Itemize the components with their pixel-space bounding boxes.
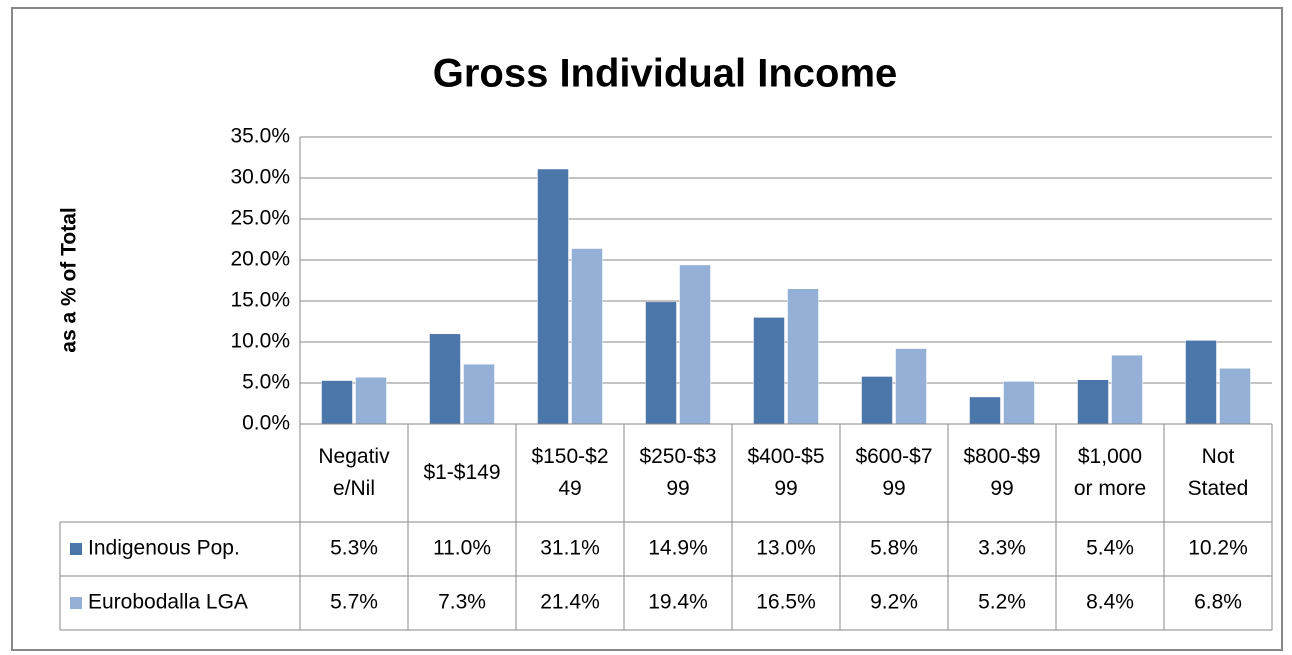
y-tick-label: 35.0% bbox=[230, 125, 290, 148]
data-table-value: 7.3% bbox=[438, 591, 486, 614]
bar bbox=[1185, 340, 1217, 425]
data-table-value: 5.8% bbox=[870, 537, 918, 560]
x-tick-label: $800-$999 bbox=[963, 445, 1041, 500]
data-table-value: 5.3% bbox=[330, 537, 378, 560]
data-table-value: 19.4% bbox=[648, 591, 708, 614]
bar bbox=[429, 333, 461, 425]
bar bbox=[537, 168, 569, 425]
bar bbox=[1077, 379, 1109, 425]
data-table-value: 21.4% bbox=[540, 591, 600, 614]
legend-key bbox=[70, 543, 82, 555]
x-tick-label: $400-$599 bbox=[747, 445, 825, 500]
data-table-value: 5.7% bbox=[330, 591, 378, 614]
bar bbox=[1219, 367, 1251, 425]
data-table-value: 16.5% bbox=[756, 591, 816, 614]
bar bbox=[787, 288, 819, 425]
data-table-value: 9.2% bbox=[870, 591, 918, 614]
x-tick-label: $250-$399 bbox=[639, 445, 717, 500]
y-tick-label: 20.0% bbox=[230, 248, 290, 271]
bar bbox=[463, 363, 495, 425]
y-tick-label: 25.0% bbox=[230, 207, 290, 230]
bar bbox=[645, 301, 677, 425]
data-table-value: 31.1% bbox=[540, 537, 600, 560]
x-tick-label: $600-$799 bbox=[855, 445, 933, 500]
data-table-value: 14.9% bbox=[648, 537, 708, 560]
bar bbox=[969, 396, 1001, 425]
legend-key bbox=[70, 597, 82, 609]
data-table-value: 5.2% bbox=[978, 591, 1026, 614]
bar bbox=[321, 380, 353, 425]
legend-label: Indigenous Pop. bbox=[88, 537, 240, 560]
legend-label: Eurobodalla LGA bbox=[88, 591, 248, 614]
x-tick-label: Negative/Nil bbox=[318, 445, 390, 500]
y-tick-label: 15.0% bbox=[230, 289, 290, 312]
bar bbox=[1003, 381, 1035, 425]
y-tick-label: 30.0% bbox=[230, 166, 290, 189]
chart-title: Gross Individual Income bbox=[433, 52, 898, 96]
data-table-value: 6.8% bbox=[1194, 591, 1242, 614]
x-tick-label: $1-$149 bbox=[423, 461, 501, 484]
bar bbox=[355, 377, 387, 425]
bar bbox=[895, 348, 927, 425]
y-axis-label: as a % of Total bbox=[58, 207, 81, 352]
bar bbox=[571, 248, 603, 425]
x-tick-label: Not Stated bbox=[1187, 445, 1249, 500]
data-table-value: 10.2% bbox=[1188, 537, 1248, 560]
y-tick-label: 5.0% bbox=[242, 371, 290, 394]
x-tick-label: $150-$249 bbox=[531, 445, 609, 500]
bar bbox=[753, 317, 785, 425]
y-tick-label: 0.0% bbox=[242, 412, 290, 435]
data-table-value: 5.4% bbox=[1086, 537, 1134, 560]
data-table-value: 13.0% bbox=[756, 537, 816, 560]
bar bbox=[1111, 354, 1143, 425]
data-table-value: 8.4% bbox=[1086, 591, 1134, 614]
y-tick-label: 10.0% bbox=[230, 330, 290, 353]
data-table-value: 3.3% bbox=[978, 537, 1026, 560]
bar bbox=[861, 376, 893, 425]
bar bbox=[679, 264, 711, 425]
x-tick-label: $1,000 or more bbox=[1073, 445, 1147, 500]
data-table-value: 11.0% bbox=[433, 537, 491, 560]
